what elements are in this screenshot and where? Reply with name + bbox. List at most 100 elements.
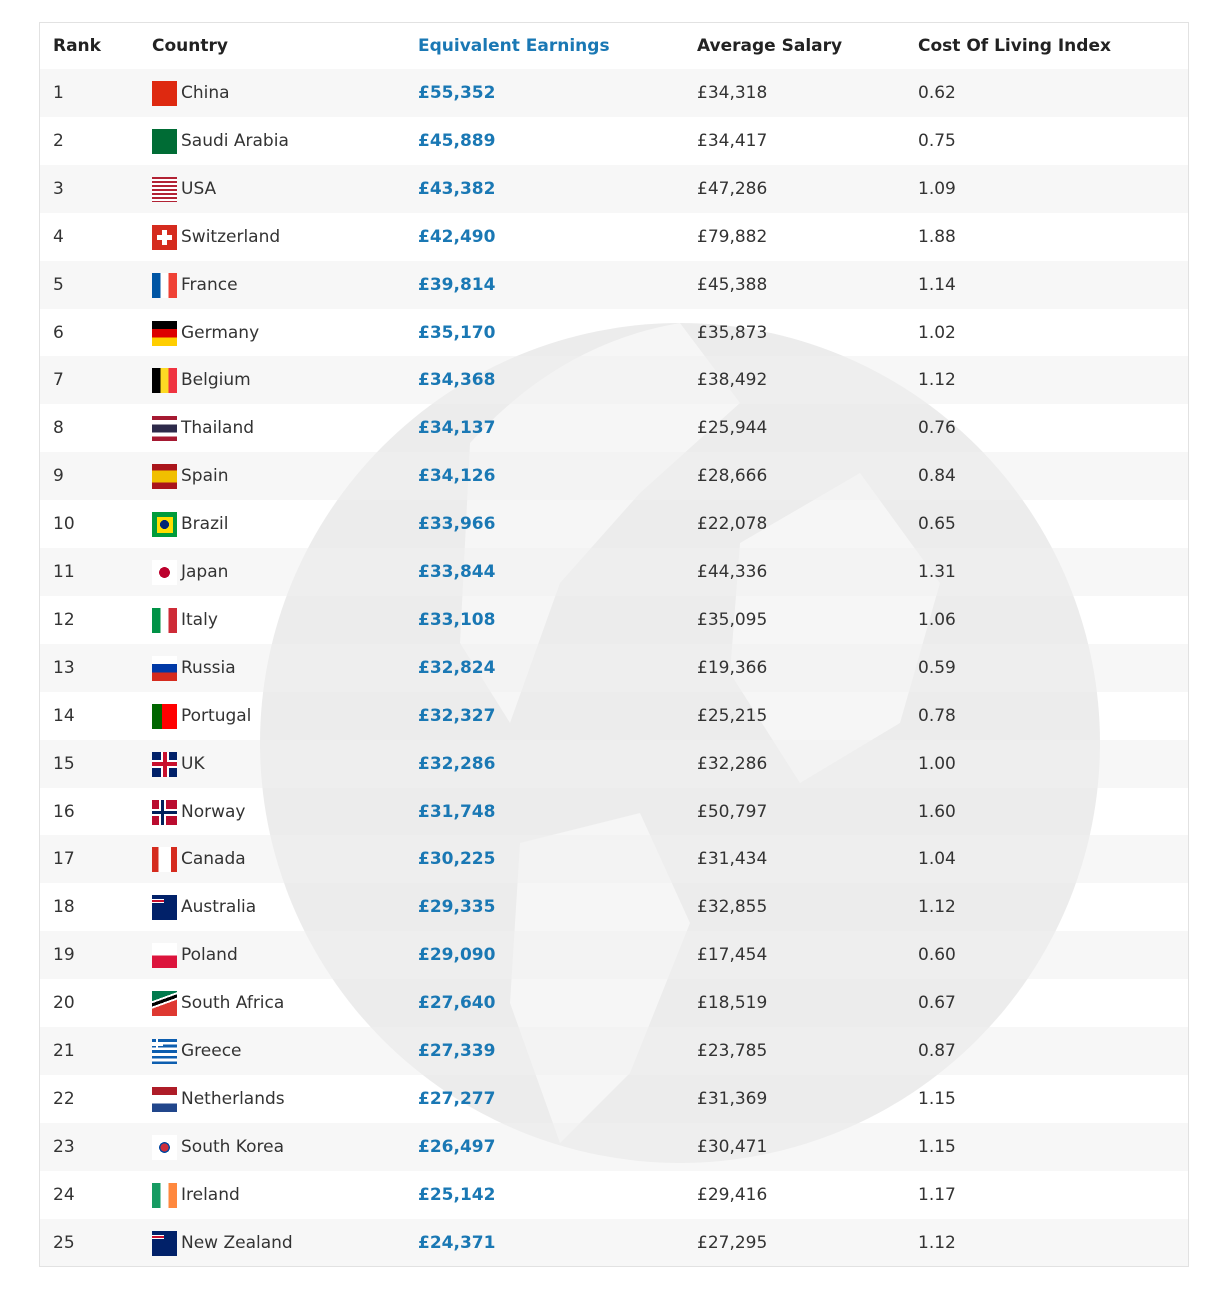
- table-row: 23 South Korea £26,497 £30,471 1.15: [40, 1122, 1188, 1171]
- country: Germany: [181, 322, 260, 343]
- equivalent-earnings: £33,844: [418, 562, 496, 582]
- cost-of-living-index: 1.15: [918, 1136, 956, 1157]
- country: Portugal: [181, 705, 252, 726]
- header-cell[interactable]: Equivalent Earnings: [418, 36, 610, 56]
- country-flag: [152, 560, 177, 585]
- country-flag: [152, 751, 177, 777]
- equivalent-earnings: £27,339: [418, 1041, 496, 1061]
- average-salary: £18,519: [697, 993, 768, 1014]
- rank: 23: [53, 1136, 75, 1157]
- rank: 20: [53, 993, 75, 1014]
- country: Greece: [181, 1041, 242, 1061]
- rank: 2: [53, 130, 64, 151]
- country: Poland: [181, 945, 238, 966]
- table-row: 16 Norway £31,748 £50,797 1.60: [40, 788, 1188, 836]
- country-flag: [152, 224, 177, 250]
- table-row: 18 Australia £29,335 £32,855 1.12: [40, 883, 1188, 931]
- header-row: Rank Country Equivalent Earnings Average…: [40, 23, 1188, 69]
- country: South Korea: [181, 1136, 285, 1157]
- country-flag: [152, 991, 177, 1017]
- rank: 16: [53, 801, 75, 822]
- country: China: [181, 83, 230, 103]
- rank: 15: [53, 753, 75, 774]
- country-flag: [152, 416, 177, 442]
- table-row: 3 USA £43,382 £47,286 1.09: [40, 164, 1188, 213]
- table-row: 8 Thailand £34,137 £25,944 0.76: [40, 404, 1188, 452]
- equivalent-earnings: £31,748: [418, 801, 496, 822]
- equivalent-earnings: £27,640: [418, 993, 496, 1014]
- rank: 9: [53, 466, 64, 487]
- rank: 12: [53, 609, 75, 630]
- country: Netherlands: [181, 1088, 285, 1109]
- country: Saudi Arabia: [181, 130, 289, 151]
- average-salary: £34,318: [697, 83, 768, 103]
- country-flag: [152, 176, 177, 202]
- country-flag: [152, 943, 177, 969]
- country-flag: [152, 847, 177, 873]
- table-row: 13 Russia £32,824 £19,366 0.59: [40, 643, 1188, 692]
- cost-of-living-index: 1.12: [918, 1232, 956, 1253]
- cost-of-living-index: 1.06: [918, 609, 956, 630]
- cost-of-living-index: 0.60: [918, 945, 956, 966]
- header-cell[interactable]: Average Salary: [697, 36, 843, 56]
- country: Italy: [181, 609, 218, 630]
- average-salary: £44,336: [697, 562, 768, 582]
- average-salary: £25,215: [697, 705, 768, 726]
- country: South Africa: [181, 993, 285, 1014]
- cost-of-living-index: 0.62: [918, 83, 956, 103]
- average-salary: £45,388: [697, 274, 768, 295]
- average-salary: £23,785: [697, 1041, 768, 1061]
- rank: 13: [53, 657, 75, 678]
- header-cell[interactable]: Rank: [53, 36, 101, 56]
- cost-of-living-index: 0.87: [918, 1041, 956, 1061]
- country: Thailand: [181, 418, 255, 439]
- equivalent-earnings: £25,142: [418, 1184, 496, 1205]
- equivalent-earnings: £29,090: [418, 945, 496, 966]
- header-cell[interactable]: Country: [152, 36, 228, 56]
- country: Japan: [181, 562, 229, 582]
- cost-of-living-index: 1.00: [918, 753, 956, 774]
- country-flag: [152, 128, 177, 154]
- table-row: 25 New Zealand £24,371 £27,295 1.12: [40, 1218, 1188, 1266]
- table-row: 10 Brazil £33,966 £22,078 0.65: [40, 500, 1188, 548]
- country: Australia: [181, 897, 257, 918]
- average-salary: £38,492: [697, 370, 768, 391]
- equivalent-earnings: £26,497: [418, 1136, 496, 1157]
- equivalent-earnings: £33,966: [418, 514, 496, 535]
- country-flag: [152, 1134, 177, 1160]
- rank: 21: [53, 1041, 75, 1061]
- country-flag: [152, 368, 177, 394]
- average-salary: £30,471: [697, 1136, 768, 1157]
- average-salary: £35,873: [697, 322, 768, 343]
- country-flag: [152, 607, 177, 633]
- table-row: 20 South Africa £27,640 £18,519 0.67: [40, 979, 1188, 1027]
- rank: 7: [53, 370, 64, 391]
- cost-of-living-index: 0.78: [918, 705, 956, 726]
- cost-of-living-index: 1.12: [918, 370, 956, 391]
- country-flag: [152, 464, 177, 490]
- table-row: 11 Japan £33,844 £44,336 1.31: [40, 548, 1188, 596]
- rank: 10: [53, 514, 75, 535]
- table-row: 15 UK £32,286 £32,286 1.00: [40, 739, 1188, 788]
- table-row: 24 Ireland £25,142 £29,416 1.17: [40, 1171, 1188, 1219]
- average-salary: £50,797: [697, 801, 768, 822]
- header-cell[interactable]: Cost Of Living Index: [918, 36, 1111, 56]
- equivalent-earnings: £34,368: [418, 370, 496, 391]
- cost-of-living-index: 0.84: [918, 466, 956, 487]
- country-flag: [152, 1039, 177, 1064]
- country-flag: [152, 1086, 177, 1112]
- table-row: 22 Netherlands £27,277 £31,369 1.15: [40, 1075, 1188, 1123]
- rank: 19: [53, 945, 75, 966]
- equivalent-earnings: £30,225: [418, 849, 496, 870]
- equivalent-earnings: £24,371: [418, 1232, 496, 1253]
- table-row: 5 France £39,814 £45,388 1.14: [40, 260, 1188, 309]
- country: Belgium: [181, 370, 251, 391]
- country-flag: [152, 655, 177, 681]
- table-row: 17 Canada £30,225 £31,434 1.04: [40, 835, 1188, 884]
- table-row: 2 Saudi Arabia £45,889 £34,417 0.75: [40, 117, 1188, 165]
- equivalent-earnings: £43,382: [418, 178, 496, 199]
- rank: 24: [53, 1184, 75, 1205]
- rank: 8: [53, 418, 64, 439]
- average-salary: £19,366: [697, 657, 768, 678]
